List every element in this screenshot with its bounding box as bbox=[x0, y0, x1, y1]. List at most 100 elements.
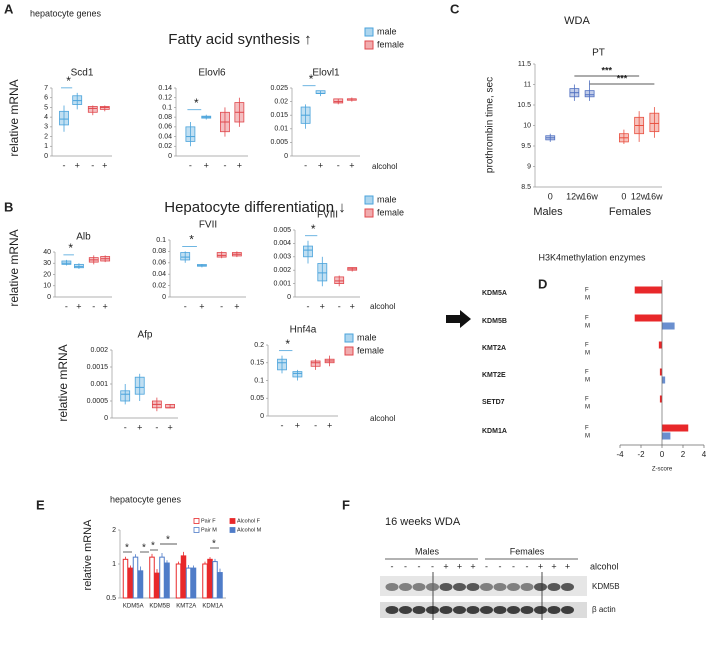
x-tick-label: + bbox=[234, 301, 239, 311]
y-tick-label: 0.0005 bbox=[87, 398, 109, 405]
y-tick-label: 0.02 bbox=[274, 98, 288, 105]
x-tick-label: 2 bbox=[681, 450, 686, 459]
bar bbox=[190, 567, 197, 599]
x-axis-label: alcohol bbox=[372, 162, 398, 171]
box bbox=[180, 252, 191, 261]
y-axis-label: prothrombin time, sec bbox=[485, 77, 496, 173]
y-tick-label: 0.04 bbox=[158, 133, 172, 140]
y-tick-label: 0.025 bbox=[270, 85, 288, 92]
x-tick-label: - bbox=[91, 160, 94, 170]
panel-e: E bbox=[36, 497, 45, 512]
blot-band bbox=[453, 583, 466, 591]
lane-label: - bbox=[485, 561, 488, 571]
x-axis-label: Z-score bbox=[652, 467, 673, 473]
x-tick-label: - bbox=[184, 301, 187, 311]
blot-band bbox=[547, 606, 561, 614]
bar bbox=[180, 555, 187, 599]
chart-title: PT bbox=[592, 48, 605, 59]
bar bbox=[137, 570, 144, 599]
y-tick-label: 11.5 bbox=[518, 61, 531, 68]
blot-band bbox=[493, 583, 507, 591]
y-tick-label: 0 bbox=[260, 413, 264, 420]
group-label: Females bbox=[510, 546, 545, 556]
significance-label: * bbox=[66, 74, 71, 88]
subtitle: hepatocyte genes bbox=[110, 494, 182, 504]
chart-title: Hnf4a bbox=[290, 325, 317, 336]
blot-band bbox=[534, 583, 547, 591]
blot-band bbox=[507, 606, 520, 614]
y-axis-label: relative mRNA bbox=[56, 344, 70, 421]
x-tick-label: - bbox=[65, 301, 68, 311]
y-tick-label: 0.002 bbox=[273, 267, 291, 274]
x-tick-label: + bbox=[349, 160, 354, 170]
blot-band bbox=[480, 583, 493, 591]
y-tick-label: 0.001 bbox=[90, 381, 108, 388]
box bbox=[61, 260, 72, 265]
category-label: SETD7 bbox=[482, 399, 505, 406]
x-tick-label: -4 bbox=[616, 450, 624, 459]
x-tick-label: - bbox=[155, 422, 158, 432]
y-tick-label: 8.5 bbox=[521, 184, 531, 191]
x-tick-label: - bbox=[307, 301, 310, 311]
significance-label: * bbox=[166, 535, 170, 546]
panel-a: A hepatocyte genes Fatty acid synthesis … bbox=[4, 1, 398, 171]
x-tick-label: - bbox=[314, 420, 317, 430]
y-tick-label: 0.08 bbox=[158, 114, 172, 121]
blot-band bbox=[385, 606, 399, 614]
legend-label: female bbox=[357, 345, 384, 355]
lane-label: + bbox=[443, 561, 448, 571]
legend-swatch bbox=[344, 346, 354, 356]
y-tick-label: 0.01 bbox=[274, 126, 288, 133]
lane-label: - bbox=[512, 561, 515, 571]
blot-band bbox=[426, 583, 439, 591]
y-tick-label: 0.1 bbox=[254, 377, 264, 384]
chart-title: Elovl1 bbox=[312, 68, 340, 79]
band-label: β actin bbox=[592, 605, 616, 614]
chart-title: FVII bbox=[199, 220, 217, 231]
y-tick-label: 0.12 bbox=[158, 95, 172, 102]
blot-band bbox=[507, 583, 520, 591]
x-tick-label: KDM1A bbox=[202, 604, 223, 610]
blot-band bbox=[561, 583, 574, 591]
panel-c: C bbox=[450, 1, 460, 16]
bar bbox=[185, 567, 192, 599]
legend-label: male bbox=[377, 26, 397, 36]
series-label: M bbox=[585, 434, 590, 440]
x-axis-label: alcohol bbox=[370, 414, 396, 423]
blot-band bbox=[520, 583, 534, 591]
lane-label: + bbox=[565, 561, 570, 571]
lane-label: - bbox=[404, 561, 407, 571]
bar bbox=[159, 556, 165, 599]
bar bbox=[634, 314, 662, 322]
heading: Hepatocyte differentiation ↓ bbox=[164, 199, 346, 216]
x-tick-label: - bbox=[189, 160, 192, 170]
x-tick-label: + bbox=[350, 301, 355, 311]
blot-band bbox=[480, 606, 493, 614]
y-tick-label: 0.06 bbox=[158, 124, 172, 131]
bar bbox=[662, 322, 675, 330]
blot-band bbox=[399, 606, 412, 614]
y-tick-label: 2 bbox=[44, 133, 48, 140]
y-tick-label: 1 bbox=[112, 561, 116, 568]
x-tick-label: + bbox=[237, 160, 242, 170]
legend-swatch bbox=[364, 208, 374, 218]
bar bbox=[658, 341, 662, 349]
y-axis-label: relative mRNA bbox=[7, 229, 21, 306]
y-tick-label: 0.15 bbox=[250, 360, 264, 367]
box bbox=[59, 110, 69, 126]
category-label: KDM1A bbox=[482, 428, 507, 435]
group-label: Males bbox=[415, 546, 440, 556]
bar bbox=[175, 563, 182, 599]
bar bbox=[662, 432, 671, 440]
x-tick-label: 16w bbox=[646, 191, 663, 201]
y-tick-label: 0 bbox=[287, 294, 291, 301]
box bbox=[310, 360, 321, 367]
panel-b: B Hepatocyte differentiation ↓ relative … bbox=[4, 199, 396, 423]
chart-heading: WDA bbox=[564, 15, 590, 27]
x-tick-label: - bbox=[304, 160, 307, 170]
x-tick-label: - bbox=[281, 420, 284, 430]
group-label: Males bbox=[533, 206, 563, 218]
significance-label: * bbox=[125, 543, 129, 554]
y-tick-label: 0.001 bbox=[273, 280, 291, 287]
arrow bbox=[446, 310, 471, 328]
